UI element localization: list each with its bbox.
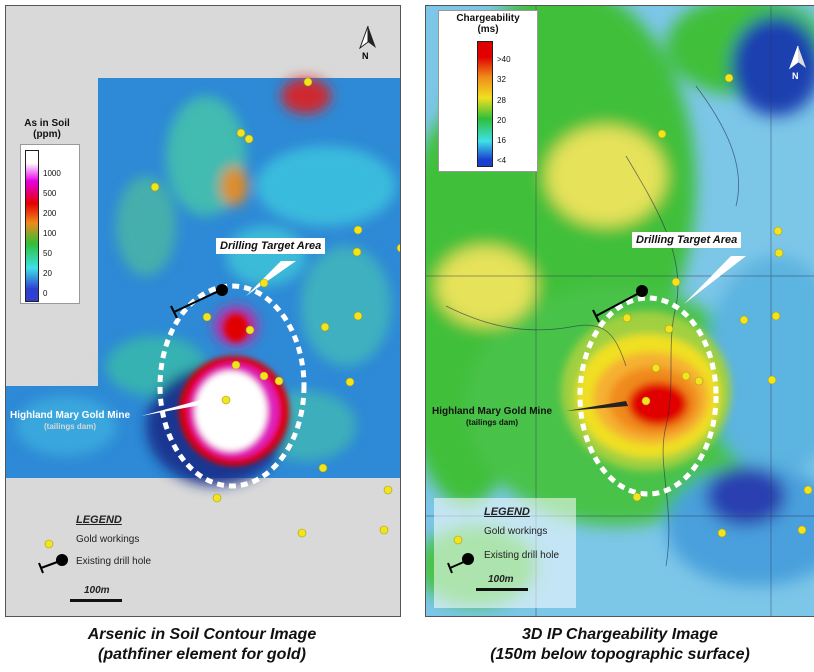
colorbar-label: 100 (43, 229, 57, 238)
legend-drill-hole: Existing drill hole (484, 550, 560, 561)
colorbar-title: Chargeability (456, 13, 520, 24)
colorbar-label: <4 (497, 156, 507, 165)
colorbar-title: As in Soil (ppm) (24, 118, 70, 140)
legend-gold-icon (453, 535, 463, 545)
drilling-target-ellipse (577, 295, 719, 497)
colorbar-label: 50 (43, 249, 52, 258)
chargeability-zones (426, 6, 814, 606)
north-label: N (792, 71, 799, 81)
mine-label: Highland Mary Gold Mine (tailings dam) (432, 406, 553, 427)
chargeability-high (561, 311, 731, 471)
mine-callout-pointer (566, 401, 628, 411)
drill-hole-collar (636, 285, 648, 297)
drill-hole-trace (173, 289, 222, 313)
colorbar-label: 20 (43, 269, 52, 278)
chargeability-colorbar: Chargeability (ms) >40 32 28 20 16 <4 (438, 10, 538, 172)
gold-workings (44, 77, 400, 549)
legend-title: LEGEND (76, 514, 122, 526)
legend-title: LEGEND (484, 506, 530, 518)
colorbar-label: 500 (43, 189, 57, 198)
drilling-target-label: Drilling Target Area (632, 232, 742, 248)
colorbar-label: 1000 (43, 169, 61, 178)
colorbar-label: 28 (497, 96, 506, 105)
arsenic-colorbar: 1000 500 200 100 50 20 0 (20, 144, 80, 304)
target-callout-pointer (246, 261, 296, 296)
colorbar-label: 200 (43, 209, 57, 218)
chargeability-map-panel: Chargeability (ms) >40 32 28 20 16 <4 N … (425, 5, 814, 617)
scale-bar (70, 599, 122, 602)
mine-anomaly (179, 314, 289, 466)
legend-gold-workings: Gold workings (484, 526, 548, 537)
drilling-target-label: Drilling Target Area (216, 238, 326, 254)
scale-bar (476, 588, 528, 591)
colorbar-gradient (477, 41, 493, 167)
colorbar-gradient (25, 150, 39, 302)
colorbar-label: 16 (497, 136, 506, 145)
colorbar-label: 0 (43, 289, 48, 298)
mine-callout-pointer (141, 399, 206, 416)
chargeability-contour-map (426, 6, 814, 616)
legend-gold-workings: Gold workings (76, 534, 140, 545)
target-callout-pointer (684, 256, 746, 304)
gold-workings (622, 73, 813, 538)
legend-drill-hole: Existing drill hole (76, 556, 152, 567)
right-map-caption: 3D IP Chargeability Image (150m below to… (490, 626, 750, 663)
scale-label: 100m (84, 585, 110, 596)
drill-hole-collar (216, 284, 228, 296)
scale-label: 100m (488, 574, 514, 585)
drill-hole-trace (595, 291, 642, 317)
north-arrow-icon (788, 45, 806, 70)
legend-drill-hole-icon (56, 554, 68, 566)
north-arrow-icon (358, 25, 376, 50)
arsenic-contour-map (6, 77, 400, 574)
north-label: N (362, 51, 369, 61)
arsenic-map-panel: As in Soil (ppm) 1000 500 200 100 50 20 0… (5, 5, 401, 617)
left-map-caption: Arsenic in Soil Contour Image (pathfiner… (87, 626, 317, 663)
legend-drill-hole-icon (462, 553, 474, 565)
colorbar-label: 32 (497, 75, 506, 84)
colorbar-label: 20 (497, 116, 506, 125)
colorbar-unit: (ms) (477, 24, 499, 35)
mine-label: Highland Mary Gold Mine (tailings dam) (10, 410, 131, 431)
colorbar-label: >40 (497, 55, 511, 64)
drilling-target-ellipse (157, 283, 307, 489)
